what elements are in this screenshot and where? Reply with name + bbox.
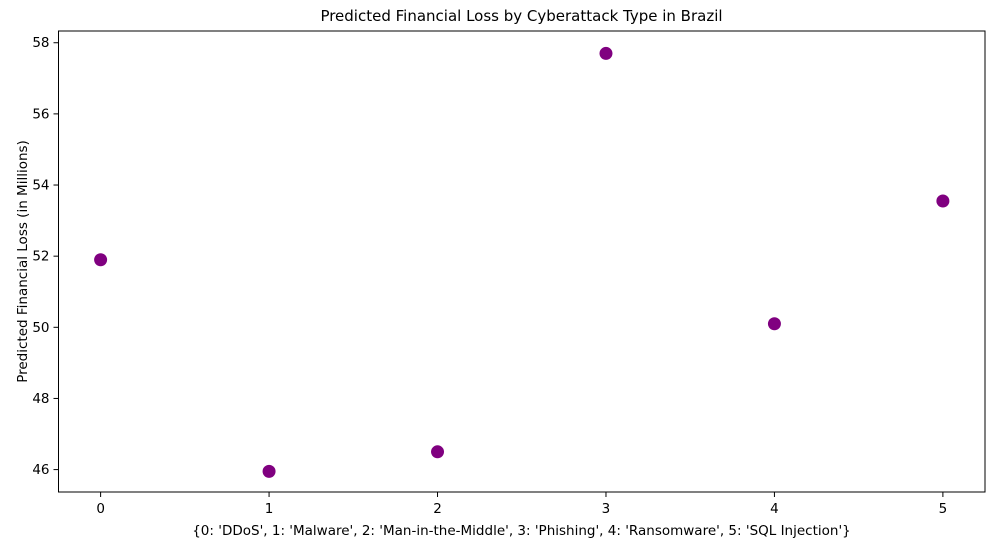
x-tick-label: 5 — [939, 501, 948, 517]
y-tick-label: 52 — [32, 249, 49, 265]
data-point-ddos — [94, 253, 108, 267]
x-tick-label: 0 — [96, 501, 105, 517]
x-tick-label: 1 — [265, 501, 274, 517]
y-axis-label: Predicted Financial Loss (in Millions) — [15, 140, 31, 383]
data-point-ransomware — [767, 317, 781, 331]
chart-title: Predicted Financial Loss by Cyberattack … — [320, 7, 722, 25]
y-tick-label: 58 — [32, 35, 49, 51]
y-tick-label: 54 — [32, 178, 49, 194]
y-tick-label: 56 — [32, 106, 49, 122]
y-tick-label: 50 — [32, 320, 49, 336]
x-axis-ticks: 0 1 2 3 4 5 — [96, 492, 947, 517]
scatter-points — [94, 46, 950, 478]
x-tick-label: 3 — [602, 501, 611, 517]
data-point-man-in-the-middle — [431, 445, 445, 459]
x-tick-label: 4 — [770, 501, 779, 517]
x-axis-label: {0: 'DDoS', 1: 'Malware', 2: 'Man-in-the… — [192, 523, 851, 539]
y-axis-ticks: 46 48 50 52 54 56 58 — [32, 35, 59, 478]
x-tick-label: 2 — [433, 501, 442, 517]
data-point-malware — [262, 464, 276, 478]
y-tick-label: 48 — [32, 391, 49, 407]
y-tick-label: 46 — [32, 462, 49, 478]
data-point-phishing — [599, 46, 613, 60]
plot-area — [58, 30, 986, 493]
data-point-sql-injection — [936, 194, 950, 208]
